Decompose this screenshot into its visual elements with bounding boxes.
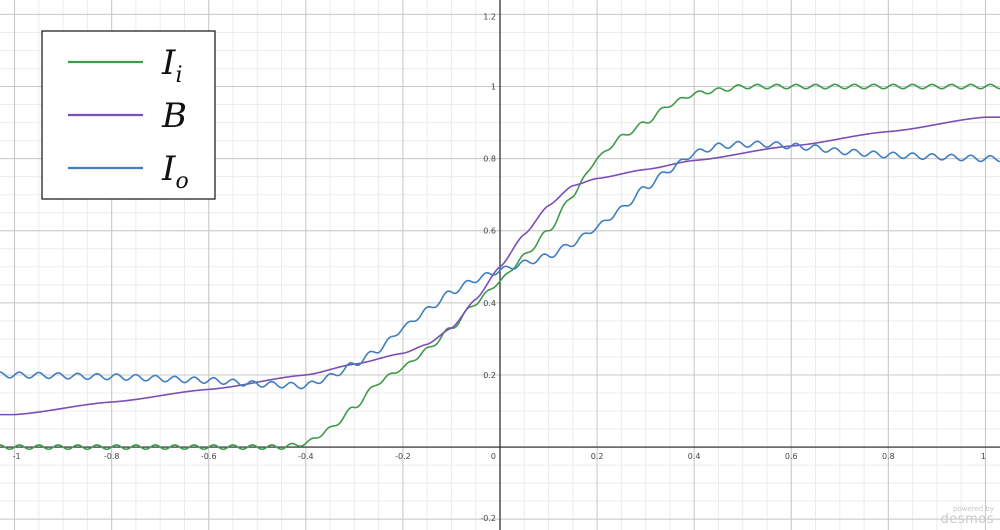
x-tick-label: -1 [13,452,21,461]
y-tick-label: 0.8 [483,155,496,164]
x-tick-label: 0.8 [882,452,895,461]
x-tick-label: 0.2 [591,452,604,461]
legend-label-sub: o [175,169,188,194]
legend-label: Io [161,149,189,194]
tick-labels: -1 -0.8 -0.6 -0.4 -0.2 0 0.2 0.4 0.6 0.8 1 -0.2 0.2 0… [13,12,986,523]
legend-label-sub: i [175,63,182,88]
series-layer [0,83,1000,451]
legend-label-main: I [161,43,176,83]
x-tick-label: 0.4 [688,452,701,461]
desmos-watermark: powered by desmos [940,505,994,527]
legend-label-main: B [161,96,187,136]
series-line-i-i [0,83,1000,451]
series-line-i-o [0,140,1000,390]
legend-label: Ii [161,43,182,88]
legend-label: B [161,96,187,136]
x-tick-label: -0.4 [298,452,314,461]
x-tick-label: -0.6 [201,452,217,461]
watermark-powered-text: powered by [952,505,994,513]
y-tick-label: 1 [491,83,496,92]
x-tick-label: 1 [981,452,986,461]
y-tick-label: 1.2 [483,12,496,21]
x-tick-label: 0 [491,452,496,461]
series-line-b [0,116,1000,416]
x-tick-label: 0.6 [785,452,798,461]
y-tick-label: 0.2 [483,371,496,380]
x-tick-label: -0.8 [104,452,120,461]
y-tick-label: -0.2 [480,514,496,523]
legend-label-main: I [161,149,176,189]
watermark-brand-text: desmos [940,512,994,527]
x-tick-label: -0.2 [395,452,411,461]
y-tick-label: 0.6 [483,227,496,236]
y-tick-label: 0.4 [483,299,496,308]
